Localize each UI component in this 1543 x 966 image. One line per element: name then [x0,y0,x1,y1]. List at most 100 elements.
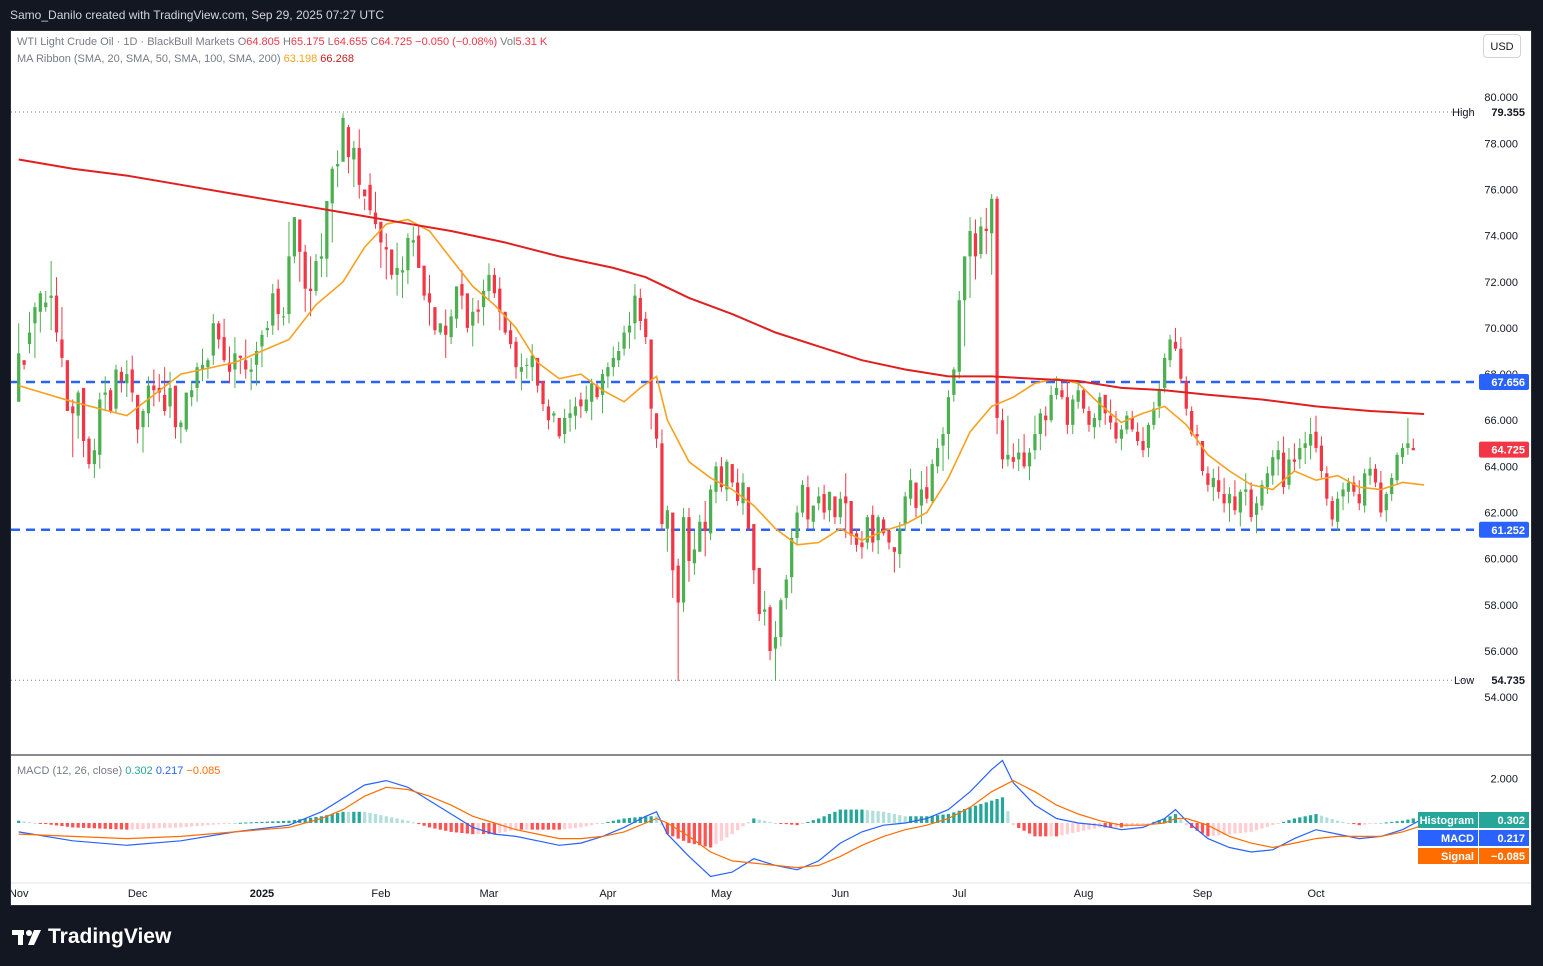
macd-histogram-bar [849,809,853,823]
macd-histogram-bar [752,818,756,823]
candle-body [1152,408,1156,425]
candle-body [1244,489,1248,492]
macd-histogram-bar [757,819,761,823]
price-tick-label: 66.000 [1484,415,1518,427]
candle-body [200,364,205,370]
macd-histogram-bar [1341,821,1345,823]
chart-panel[interactable]: 80.00078.00076.00074.00072.00070.00068.0… [10,30,1532,906]
macd-histogram-bar [330,814,334,823]
candle-body [1276,450,1280,460]
candle-body [1006,454,1010,460]
candle-body [898,528,902,555]
macd-histogram-bar [708,822,713,848]
candle-body [1033,434,1037,451]
macd-histogram-bar [600,822,605,824]
candle-body [314,261,318,291]
macd-histogram-bar [692,822,696,845]
macd-histogram-bar [54,822,59,826]
macd-histogram-bar [141,822,145,829]
macd-histogram-bar [952,812,956,823]
candle-body [1352,482,1356,492]
macd-histogram-bar [1308,815,1313,823]
macd-histogram-bar [422,822,426,826]
ma-fast-line [18,218,1425,546]
candle-body [1146,424,1151,448]
candle-body [1357,494,1361,504]
macd-histogram-bar [211,822,215,825]
macd-histogram-bar [168,822,172,828]
candle-body [930,464,934,501]
candle-body [357,147,361,185]
candle-body [1130,417,1134,430]
candle-body [838,498,842,518]
high-label: H [282,36,291,48]
candle-body [541,381,545,405]
macd-histogram-bar [1357,822,1361,826]
candle-body [703,521,707,531]
macd-histogram-bar [1044,822,1048,837]
macd-histogram-bar [157,822,161,829]
candle-body [417,235,421,268]
time-axis-label: Jul [952,888,966,900]
macd-histogram-bar [373,814,378,823]
candle-body [892,547,896,552]
candle-body [1384,494,1388,511]
macd-histogram-bar [103,822,107,829]
macd-histogram-bar [595,822,599,825]
candle-body [822,494,826,513]
candle-body [384,247,388,250]
macd-histogram-bar [238,822,242,824]
macd-histogram-bar [930,815,934,823]
macd-tag-value-bg [1479,830,1529,846]
candle-body [1406,443,1410,448]
price-tick-label: 64.000 [1484,461,1518,473]
macd-histogram-bar [1054,822,1059,837]
currency-button[interactable]: USD [1483,34,1521,58]
support-price-tag-bg [1479,521,1529,538]
candle-body [600,374,605,395]
macd-histogram-bar [227,822,232,824]
ma-slow-value: 66.268 [320,53,354,65]
time-axis-label: Dec [128,888,148,900]
candle-body [498,288,502,312]
time-axis-label: Jun [831,888,849,900]
macd-histogram-bar [341,811,345,823]
candle-body [379,221,383,243]
macd-histogram-bar [827,814,832,823]
candle-body [173,385,178,428]
candle-body [438,323,442,333]
histogram-tag-label: Histogram [1420,815,1475,827]
tradingview-logo[interactable]: TradingView [12,922,171,952]
candle-body [406,237,410,271]
candle-body [71,406,75,414]
macd-histogram-bar [1108,822,1113,828]
macd-histogram-bar [481,822,486,835]
macd-histogram-bar [1400,820,1405,823]
candle-body [660,443,664,525]
candle-body [233,353,237,370]
candle-body [768,607,772,651]
candle-body [671,512,675,571]
macd-histogram-bar [303,818,307,823]
candle-body [1190,411,1194,435]
macd-histogram-bar [957,810,961,823]
price-tick-label: 62.000 [1484,508,1518,520]
macd-histogram-bar [465,822,469,834]
macd-histogram-bar [1000,797,1005,823]
macd-histogram-bar [1303,816,1307,823]
candle-body [17,353,21,402]
candle-body [141,411,145,428]
macd-histogram-bar [584,822,588,827]
candle-body [633,295,637,324]
macd-histogram-bar [746,822,751,824]
price-chart[interactable]: 80.00078.00076.00074.00072.00070.00068.0… [11,31,1532,906]
candle-body [1011,457,1015,462]
symbol-title: WTI Light Crude Oil · 1D · BlackBull Mar… [17,36,235,48]
time-axis-label: Nov [11,888,29,900]
macd-histogram-bar [130,822,134,830]
candle-body [487,274,491,291]
macd-histogram-bar [308,817,313,823]
macd-histogram-bar [1184,822,1188,826]
candle-body [800,484,805,513]
candle-body [617,351,621,361]
